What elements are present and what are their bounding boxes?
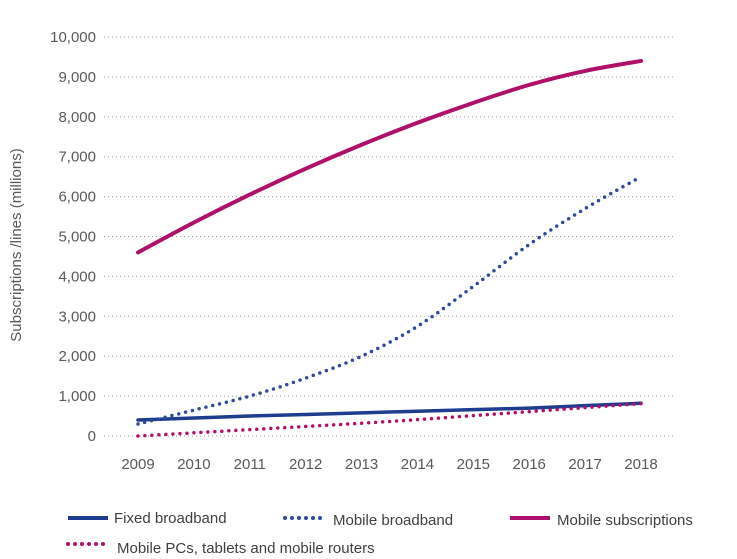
x-axis-ticks: 2009 2010 2011 2012 2013 2014 2015 2016 2017 2018 (121, 456, 657, 473)
x-tick-label: 2016 (513, 456, 546, 473)
y-tick-label: 2,000 (58, 348, 96, 365)
y-tick-label: 9,000 (58, 69, 96, 86)
series-line-mobile-broadband (136, 174, 643, 426)
y-tick-label: 6,000 (58, 189, 96, 206)
x-tick-label: 2012 (289, 456, 322, 473)
legend-label-mobile-pcs-tablets-and-mobile-routers: Mobile PCs, tablets and mobile routers (117, 540, 375, 557)
legend-label-fixed-broadband: Fixed broadband (114, 510, 227, 527)
gridlines (104, 36, 676, 437)
x-tick-label: 2010 (177, 456, 210, 473)
y-tick-label: 5,000 (58, 229, 96, 246)
x-tick-label: 2014 (401, 456, 434, 473)
x-tick-label: 2013 (345, 456, 378, 473)
series-line-mobile-subscriptions (136, 58, 643, 255)
y-axis-title: Subscriptions /lines (millions) (8, 148, 25, 341)
series-line-fixed-broadband (136, 401, 643, 422)
series-line-mobile-pcs-tablets-and-mobile-routers (136, 401, 643, 438)
x-tick-label: 2011 (234, 456, 266, 473)
x-tick-label: 2017 (568, 456, 601, 473)
y-tick-label: 8,000 (58, 109, 96, 126)
y-tick-label: 0 (88, 428, 96, 445)
x-tick-label: 2015 (457, 456, 490, 473)
y-axis-ticks: 0 1,000 2,000 3,000 4,000 5,000 6,000 7,000 8,00… (50, 29, 96, 445)
legend-label-mobile-subscriptions: Mobile subscriptions (557, 512, 693, 529)
y-tick-label: 3,000 (58, 308, 96, 325)
x-tick-label: 2018 (624, 456, 657, 473)
x-tick-label: 2009 (121, 456, 154, 473)
y-tick-label: 7,000 (58, 149, 96, 166)
y-tick-label: 1,000 (58, 388, 96, 405)
y-tick-label: 4,000 (58, 268, 96, 285)
series-lines (136, 58, 643, 438)
legend: Fixed broadband Mobile broadband Mobile su… (66, 510, 693, 557)
legend-label-mobile-broadband: Mobile broadband (333, 512, 453, 529)
y-tick-label: 10,000 (50, 29, 96, 46)
